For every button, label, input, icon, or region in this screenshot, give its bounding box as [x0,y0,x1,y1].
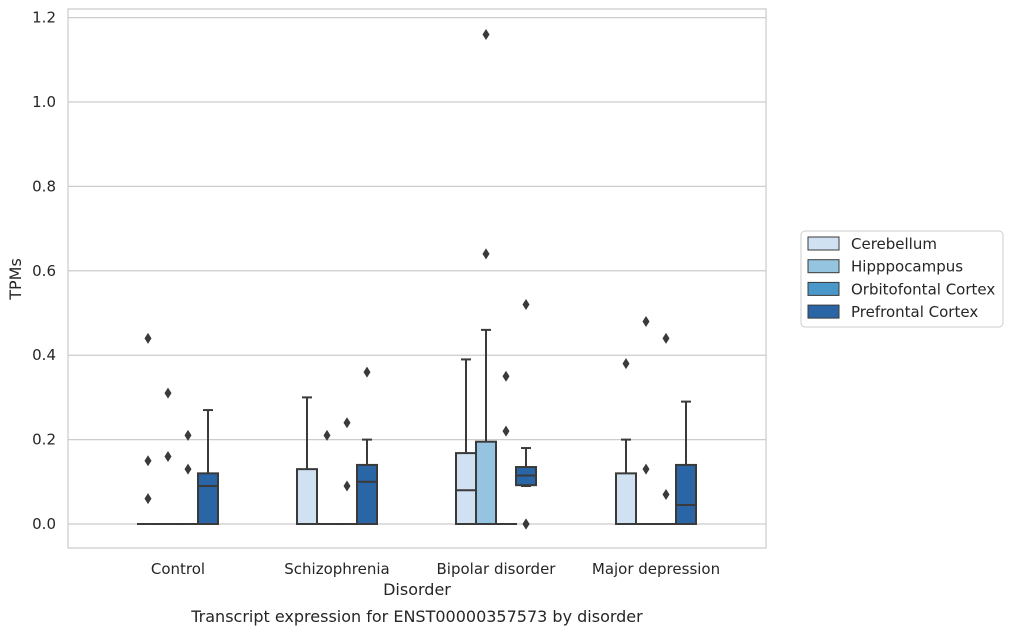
outlier-marker [622,358,630,370]
outlier-marker [642,315,650,327]
y-tick-label: 1.2 [32,9,56,27]
outlier-marker [144,493,152,505]
box-group [137,332,159,526]
box-group [157,387,179,526]
x-tick-label: Bipolar disorder [437,560,557,578]
outlier-marker [343,480,351,492]
box-group [515,299,537,530]
outlier-marker [363,366,371,378]
box [455,452,477,526]
grid-lines [68,16,766,525]
legend-label: Hipppocampus [851,258,963,276]
x-tick-label: Schizophrenia [284,560,389,578]
box-marks [137,28,697,530]
x-tick-label: Major depression [592,560,720,578]
box-group [495,370,517,526]
outlier-marker [343,417,351,429]
y-tick-label: 0.8 [32,177,56,195]
outlier-marker [184,463,192,475]
y-tick-label: 0.4 [32,346,56,364]
legend-label: Cerebellum [851,235,937,253]
outlier-marker [482,28,490,40]
box-group [475,28,497,525]
y-tick-label: 0.6 [32,262,56,280]
x-axis-title: Disorder [383,580,451,599]
x-tick-label: Control [151,560,205,578]
box [296,468,318,526]
outlier-marker [662,332,670,344]
y-tick-label: 1.0 [32,93,56,111]
legend-frame [800,230,1004,328]
legend-swatch [807,236,840,251]
outlier-marker [323,429,331,441]
outlier-marker [502,370,510,382]
legend-swatch [807,281,840,296]
box-group [635,315,657,526]
box-group [655,332,677,526]
outlier-marker [502,425,510,437]
outlier-marker [662,488,670,500]
legend-swatch [807,259,840,274]
chart-title: Transcript expression for ENST0000035757… [190,607,643,626]
box [675,463,697,526]
box-group [296,396,318,526]
y-tick-label: 0.0 [32,515,56,533]
outlier-marker [482,248,490,260]
box-group [356,366,378,526]
box [197,472,219,525]
legend-label: Orbitofontal Cortex [851,280,995,298]
outlier-marker [144,332,152,344]
box [356,463,378,526]
outlier-marker [164,450,172,462]
box [615,472,637,525]
y-axis-title: TPMs [6,258,25,301]
outlier-marker [144,455,152,467]
outlier-marker [164,387,172,399]
plot-frame [67,8,767,549]
y-tick-label: 0.2 [32,431,56,449]
outlier-marker [522,518,530,530]
plot-background [68,9,766,548]
outlier-marker [642,463,650,475]
legend-label: Prefrontal Cortex [851,303,978,321]
outlier-marker [184,429,192,441]
box-group [615,358,637,525]
x-tick-labels: Control Schizophrenia Bipolar disorder Majo… [151,560,720,578]
y-tick-labels: 0.0 0.2 0.4 0.6 0.8 1.0 1.2 [32,9,56,533]
box-group [197,409,219,525]
legend: Cerebellum Hipppocampus Orbitofontal Corte… [800,230,1004,328]
outlier-marker [522,299,530,311]
box [475,440,497,525]
legend-swatch [807,304,840,319]
box-group [675,400,697,526]
